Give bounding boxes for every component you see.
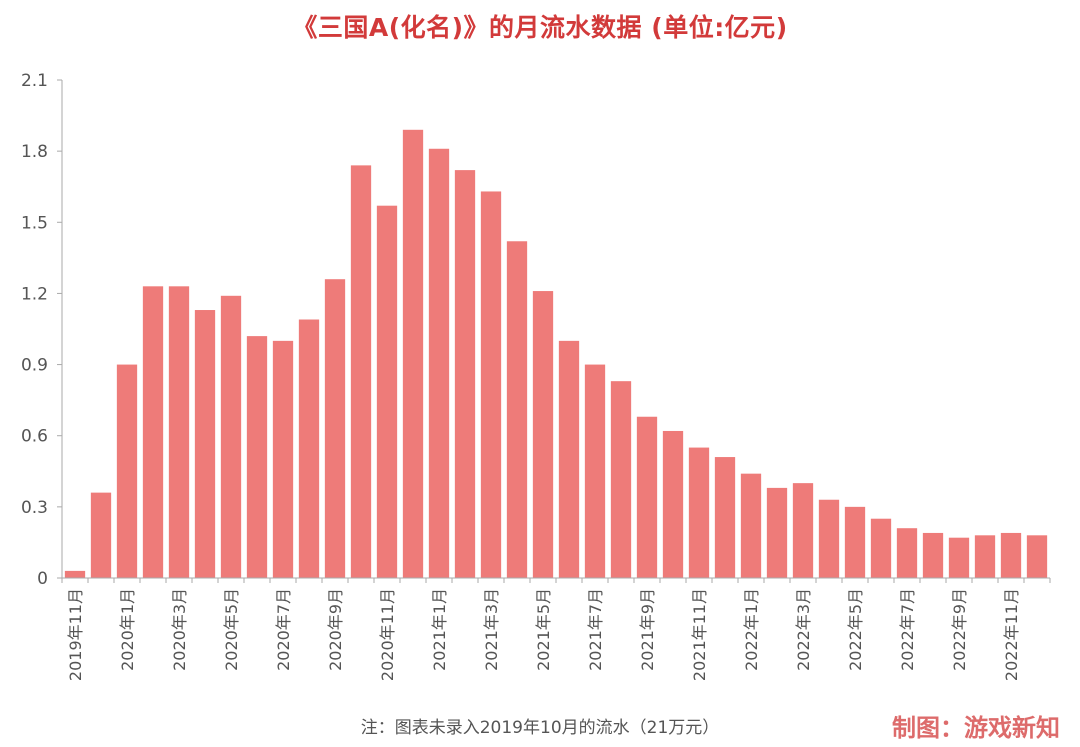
y-tick-label: 1.5 bbox=[21, 213, 48, 233]
x-tick-label: 2021年7月 bbox=[586, 588, 605, 671]
y-tick-label: 0.6 bbox=[21, 427, 48, 447]
bar bbox=[896, 528, 918, 578]
x-tick-label: 2020年9月 bbox=[326, 588, 345, 671]
bar bbox=[220, 295, 242, 578]
bar bbox=[168, 286, 190, 578]
chart-title: 《三国A(化名)》的月流水数据 (单位:亿元) bbox=[292, 13, 788, 42]
x-tick-label: 2022年5月 bbox=[846, 588, 865, 671]
bar bbox=[948, 537, 970, 578]
bar bbox=[740, 473, 762, 578]
bar bbox=[454, 170, 476, 579]
bar bbox=[64, 570, 86, 578]
x-tick-label: 2022年1月 bbox=[742, 588, 761, 671]
bar-series bbox=[64, 129, 1048, 579]
bar bbox=[870, 518, 892, 578]
bar bbox=[376, 205, 398, 578]
y-tick-label: 0 bbox=[37, 569, 48, 589]
bar bbox=[402, 129, 424, 579]
bar bbox=[922, 532, 944, 578]
bar bbox=[142, 286, 164, 578]
bar bbox=[844, 506, 866, 578]
bar bbox=[974, 535, 996, 578]
bar bbox=[324, 279, 346, 578]
y-tick-label: 1.2 bbox=[21, 284, 48, 304]
bar bbox=[532, 291, 554, 578]
bar bbox=[350, 165, 372, 578]
bar bbox=[558, 340, 580, 578]
x-tick-label: 2021年1月 bbox=[430, 588, 449, 671]
y-tick-label: 0.3 bbox=[21, 498, 48, 518]
chart-note: 注：图表未录入2019年10月的流水（21万元） bbox=[360, 718, 720, 738]
x-tick-label: 2020年7月 bbox=[274, 588, 293, 671]
bar bbox=[636, 416, 658, 578]
bar bbox=[792, 483, 814, 578]
bar bbox=[90, 492, 112, 578]
y-tick-label: 0.9 bbox=[21, 356, 48, 376]
bar bbox=[480, 191, 502, 578]
bar bbox=[1026, 535, 1048, 578]
x-tick-label: 2022年11月 bbox=[1002, 588, 1021, 681]
watermark-label: 制图：游戏新知 bbox=[892, 714, 1060, 742]
x-tick-label: 2022年7月 bbox=[898, 588, 917, 671]
bar bbox=[506, 241, 528, 578]
x-tick-label: 2019年11月 bbox=[66, 588, 85, 681]
bar bbox=[766, 487, 788, 578]
bar bbox=[1000, 532, 1022, 578]
bar bbox=[584, 364, 606, 578]
x-tick-label: 2021年9月 bbox=[638, 588, 657, 671]
bar bbox=[272, 340, 294, 578]
bar bbox=[714, 457, 736, 578]
bar bbox=[818, 499, 840, 578]
y-tick-label: 2.1 bbox=[21, 71, 48, 91]
x-tick-label: 2021年5月 bbox=[534, 588, 553, 671]
bar bbox=[610, 381, 632, 578]
bar bbox=[688, 447, 710, 578]
x-tick-label: 2021年3月 bbox=[482, 588, 501, 671]
x-tick-label: 2022年9月 bbox=[950, 588, 969, 671]
bar bbox=[662, 430, 684, 578]
y-axis: 0 0.3 0.6 0.9 1.2 1.5 1.8 2.1 bbox=[21, 71, 63, 589]
x-axis: 2019年11月 2020年1月 2020年3月 2020年5月 2020年7月 2020… bbox=[61, 577, 1051, 681]
y-tick-label: 1.8 bbox=[21, 142, 48, 162]
bar bbox=[116, 364, 138, 578]
x-tick-label: 2022年3月 bbox=[794, 588, 813, 671]
x-tick-label: 2020年3月 bbox=[170, 588, 189, 671]
bar bbox=[298, 319, 320, 578]
x-tick-label: 2020年5月 bbox=[222, 588, 241, 671]
bar bbox=[246, 336, 268, 578]
bar bbox=[428, 148, 450, 578]
x-tick-label: 2020年1月 bbox=[118, 588, 137, 671]
x-tick-label: 2020年11月 bbox=[378, 588, 397, 681]
bar bbox=[194, 310, 216, 578]
x-tick-label: 2021年11月 bbox=[690, 588, 709, 681]
